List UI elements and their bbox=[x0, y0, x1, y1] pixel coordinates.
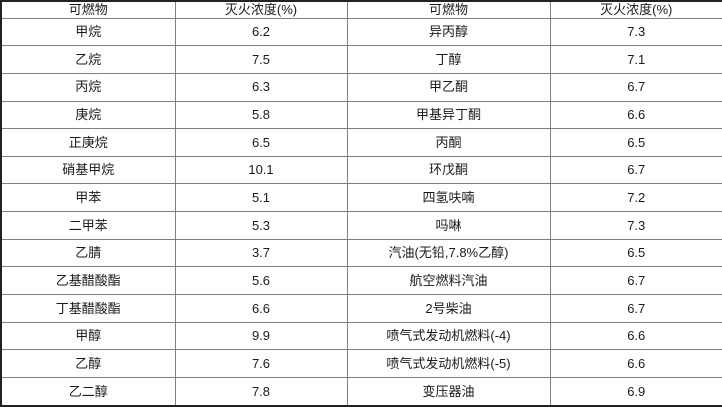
concentration-cell: 5.6 bbox=[174, 266, 348, 295]
fuel-name-cell: 四氢呋喃 bbox=[346, 183, 551, 213]
concentration-cell: 6.2 bbox=[174, 17, 348, 47]
table-row: 二甲苯 5.3 吗啉 7.3 bbox=[0, 211, 722, 240]
concentration-cell: 6.5 bbox=[549, 128, 722, 157]
table-row: 甲苯 5.1 四氢呋喃 7.2 bbox=[0, 183, 722, 213]
concentration-cell: 6.6 bbox=[549, 321, 722, 351]
table-row: 硝基甲烷 10.1 环戊酮 6.7 bbox=[0, 155, 722, 185]
concentration-cell: 6.7 bbox=[549, 266, 722, 295]
table-row: 乙基醋酸酯 5.6 航空燃料汽油 6.7 bbox=[0, 266, 722, 295]
concentration-cell: 6.7 bbox=[549, 294, 722, 323]
table-row: 庚烷 5.8 甲基异丁酮 6.6 bbox=[0, 100, 722, 130]
table-row: 正庚烷 6.5 丙酮 6.5 bbox=[0, 128, 722, 157]
header-cell-concentration-right: 灭火浓度(%) bbox=[549, 0, 722, 19]
fuel-name-cell: 航空燃料汽油 bbox=[346, 266, 551, 295]
fuel-name-cell: 甲乙酮 bbox=[346, 72, 551, 102]
table-row: 乙醇 7.6 喷气式发动机燃料(-5) 6.6 bbox=[0, 349, 722, 378]
table-row: 乙烷 7.5 丁醇 7.1 bbox=[0, 45, 722, 74]
fuel-name-cell: 变压器油 bbox=[346, 376, 551, 407]
fuel-name-cell: 庚烷 bbox=[0, 100, 176, 130]
fuel-name-cell: 丙烷 bbox=[0, 72, 176, 102]
header-row: 可燃物 灭火浓度(%) 可燃物 灭火浓度(%) bbox=[0, 0, 722, 19]
concentration-cell: 6.6 bbox=[549, 100, 722, 130]
concentration-cell: 5.1 bbox=[174, 183, 348, 213]
fuel-name-cell: 环戊酮 bbox=[346, 155, 551, 185]
concentration-cell: 7.3 bbox=[549, 211, 722, 240]
fuel-name-cell: 喷气式发动机燃料(-4) bbox=[346, 321, 551, 351]
fuel-name-cell: 汽油(无铅,7.8%乙醇) bbox=[346, 238, 551, 268]
fuel-name-cell: 硝基甲烷 bbox=[0, 155, 176, 185]
concentration-cell: 6.6 bbox=[549, 349, 722, 378]
concentration-cell: 7.8 bbox=[174, 376, 348, 407]
header-cell-concentration-left: 灭火浓度(%) bbox=[174, 0, 348, 19]
fuel-name-cell: 乙醇 bbox=[0, 349, 176, 378]
concentration-cell: 6.9 bbox=[549, 376, 722, 407]
concentration-cell: 5.8 bbox=[174, 100, 348, 130]
fuel-name-cell: 丁醇 bbox=[346, 45, 551, 74]
header-cell-fuel-left: 可燃物 bbox=[0, 0, 176, 19]
fuel-name-cell: 甲基异丁酮 bbox=[346, 100, 551, 130]
table-row: 甲醇 9.9 喷气式发动机燃料(-4) 6.6 bbox=[0, 321, 722, 351]
concentration-cell: 6.6 bbox=[174, 294, 348, 323]
concentration-cell: 3.7 bbox=[174, 238, 348, 268]
fuel-name-cell: 乙烷 bbox=[0, 45, 176, 74]
fuel-name-cell: 二甲苯 bbox=[0, 211, 176, 240]
table-row: 乙二醇 7.8 变压器油 6.9 bbox=[0, 376, 722, 407]
concentration-cell: 7.3 bbox=[549, 17, 722, 47]
concentration-cell: 7.2 bbox=[549, 183, 722, 213]
concentration-cell: 6.7 bbox=[549, 155, 722, 185]
concentration-cell: 9.9 bbox=[174, 321, 348, 351]
fuel-name-cell: 乙基醋酸酯 bbox=[0, 266, 176, 295]
fuel-name-cell: 甲醇 bbox=[0, 321, 176, 351]
concentration-cell: 10.1 bbox=[174, 155, 348, 185]
fuel-name-cell: 乙二醇 bbox=[0, 376, 176, 407]
fuel-name-cell: 甲烷 bbox=[0, 17, 176, 47]
concentration-cell: 7.5 bbox=[174, 45, 348, 74]
fuel-name-cell: 异丙醇 bbox=[346, 17, 551, 47]
table-row: 丁基醋酸酯 6.6 2号柴油 6.7 bbox=[0, 294, 722, 323]
table-row: 丙烷 6.3 甲乙酮 6.7 bbox=[0, 72, 722, 102]
fuel-name-cell: 正庚烷 bbox=[0, 128, 176, 157]
table-row: 甲烷 6.2 异丙醇 7.3 bbox=[0, 17, 722, 47]
fuel-name-cell: 乙腈 bbox=[0, 238, 176, 268]
concentration-cell: 5.3 bbox=[174, 211, 348, 240]
table-body: 甲烷 6.2 异丙醇 7.3 乙烷 7.5 丁醇 7.1 丙烷 6.3 甲乙酮 6.7 庚烷 5.8 甲基异… bbox=[0, 17, 722, 407]
concentration-cell: 6.7 bbox=[549, 72, 722, 102]
header-cell-fuel-right: 可燃物 bbox=[346, 0, 551, 19]
concentration-cell: 7.6 bbox=[174, 349, 348, 378]
concentration-cell: 6.5 bbox=[174, 128, 348, 157]
fuel-name-cell: 吗啉 bbox=[346, 211, 551, 240]
fuel-name-cell: 丁基醋酸酯 bbox=[0, 294, 176, 323]
fuel-name-cell: 2号柴油 bbox=[346, 294, 551, 323]
fuel-name-cell: 喷气式发动机燃料(-5) bbox=[346, 349, 551, 378]
concentration-cell: 7.1 bbox=[549, 45, 722, 74]
fuel-name-cell: 甲苯 bbox=[0, 183, 176, 213]
table-row: 乙腈 3.7 汽油(无铅,7.8%乙醇) 6.5 bbox=[0, 238, 722, 268]
fuel-name-cell: 丙酮 bbox=[346, 128, 551, 157]
concentration-cell: 6.5 bbox=[549, 238, 722, 268]
concentration-cell: 6.3 bbox=[174, 72, 348, 102]
